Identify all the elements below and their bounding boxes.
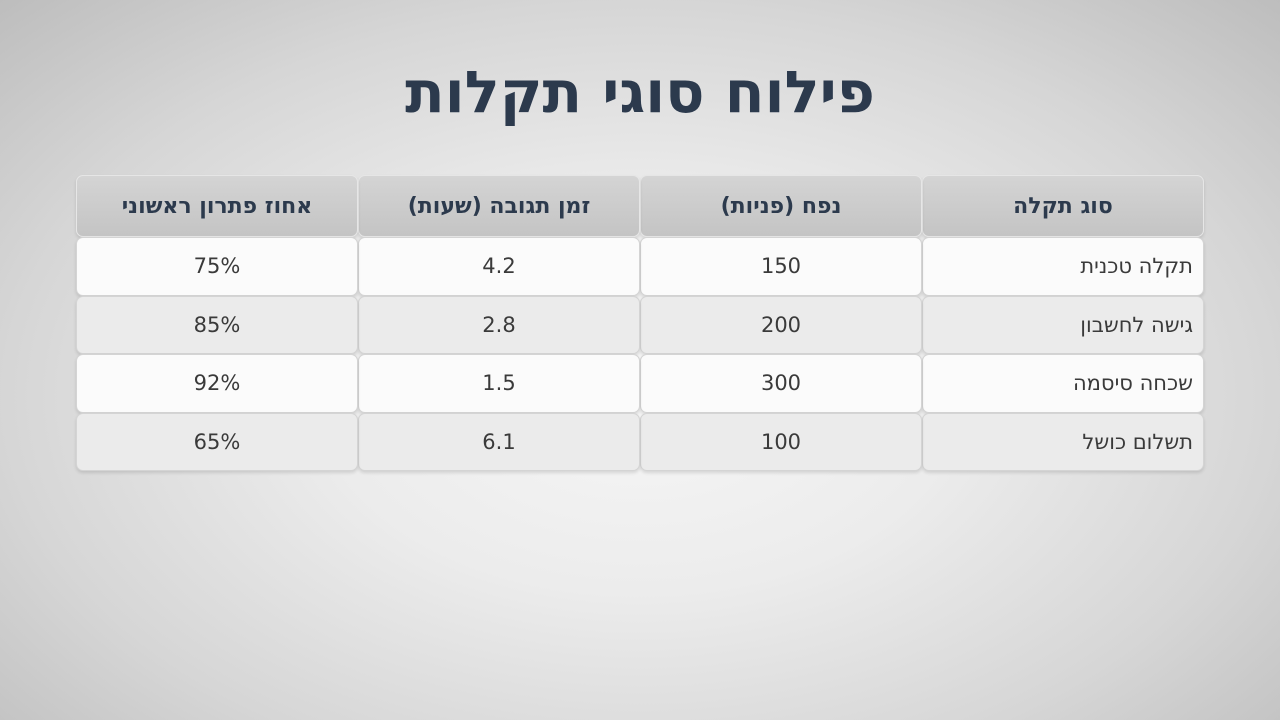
slide-title: פילוח סוגי תקלות [405,58,875,126]
table-cell-volume: 150 [640,237,922,296]
table-cell-volume: 300 [640,354,922,413]
table-cell-response-time: 2.8 [358,295,640,354]
table-cell-fault-type: שכחה סיסמה [922,354,1204,413]
table-cell-fault-type: גישה לחשבון [922,295,1204,354]
table-cell-volume: 200 [640,295,922,354]
header-response-time: זמן תגובה (שעות) [358,175,640,237]
header-volume: נפח (פניות) [640,175,922,237]
table-cell-first-resolution: 65% [76,412,358,471]
table-cell-first-resolution: 92% [76,354,358,413]
fault-types-table: סוג תקלה נפח (פניות) זמן תגובה (שעות) אח… [76,175,1204,471]
header-fault-type: סוג תקלה [922,175,1204,237]
table-cell-response-time: 6.1 [358,412,640,471]
table-cell-fault-type: תשלום כושל [922,412,1204,471]
table-cell-volume: 100 [640,412,922,471]
header-first-resolution: אחוז פתרון ראשוני [76,175,358,237]
table-cell-response-time: 1.5 [358,354,640,413]
table-cell-first-resolution: 85% [76,295,358,354]
table-cell-response-time: 4.2 [358,237,640,296]
table-cell-first-resolution: 75% [76,237,358,296]
table-cell-fault-type: תקלה טכנית [922,237,1204,296]
